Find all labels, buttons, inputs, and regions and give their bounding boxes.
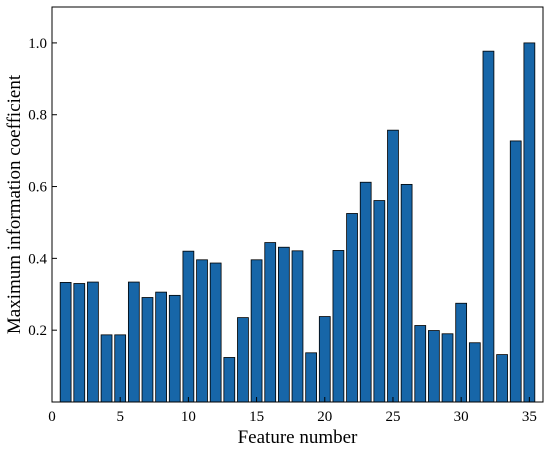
bar-feature-16	[264, 242, 277, 403]
bar-feature-19	[305, 352, 317, 403]
x-tick-label: 0	[48, 409, 56, 425]
bar-feature-6	[127, 281, 140, 403]
bar-feature-17	[278, 246, 290, 403]
bar-feature-30	[455, 302, 468, 403]
bar-feature-20	[318, 316, 331, 403]
y-tick-label: 0.4	[28, 251, 47, 267]
bar-feature-1	[59, 282, 72, 403]
bar-feature-7	[141, 297, 154, 403]
bar-feature-25	[387, 129, 399, 403]
bar-feature-21	[332, 250, 345, 403]
x-tick-label: 30	[454, 409, 469, 425]
bar-feature-11	[196, 259, 208, 403]
y-tick-labels: 0.2 0.4 0.6 0.8 1.0	[28, 36, 47, 339]
bar-feature-3	[87, 281, 99, 403]
bar-feature-34	[509, 140, 522, 403]
bars-group	[59, 42, 536, 403]
bar-feature-13	[223, 357, 236, 403]
bar-feature-35	[523, 42, 536, 403]
bar-feature-32	[482, 50, 495, 403]
x-tick-label: 5	[116, 409, 124, 425]
bar-feature-28	[428, 330, 440, 403]
bar-feature-31	[468, 342, 481, 403]
bar-feature-22	[346, 213, 358, 403]
bar-feature-2	[73, 283, 86, 403]
x-tick-label: 10	[181, 409, 196, 425]
bar-feature-14	[237, 317, 249, 403]
x-tick-labels: 0 5 10 15 20 25 30 35	[48, 409, 537, 425]
bar-feature-29	[441, 333, 454, 403]
bar-feature-4	[100, 334, 113, 403]
bar-feature-9	[168, 294, 181, 403]
bar-feature-33	[496, 354, 508, 403]
x-tick-label: 15	[249, 409, 264, 425]
x-axis-title: Feature number	[238, 427, 358, 448]
x-tick-label: 35	[522, 409, 537, 425]
y-tick-label: 0.2	[28, 323, 47, 339]
bar-feature-12	[209, 262, 222, 403]
plot-frame	[51, 6, 544, 403]
x-tick-label: 25	[385, 409, 400, 425]
bar-feature-27	[414, 325, 427, 403]
bar-feature-18	[291, 250, 304, 403]
bar-feature-10	[182, 250, 195, 403]
bar-feature-24	[373, 200, 386, 403]
bar-feature-5	[114, 334, 127, 403]
bar-feature-26	[400, 183, 413, 403]
bar-feature-8	[155, 291, 167, 403]
y-tick-label: 0.8	[28, 108, 47, 124]
bar-feature-23	[359, 181, 372, 403]
y-axis-title: Maximum information coefficient	[4, 74, 25, 334]
y-tick-label: 1.0	[28, 36, 47, 52]
bar-feature-15	[250, 259, 263, 403]
y-tick-label: 0.6	[28, 180, 47, 196]
x-tick-label: 20	[317, 409, 332, 425]
